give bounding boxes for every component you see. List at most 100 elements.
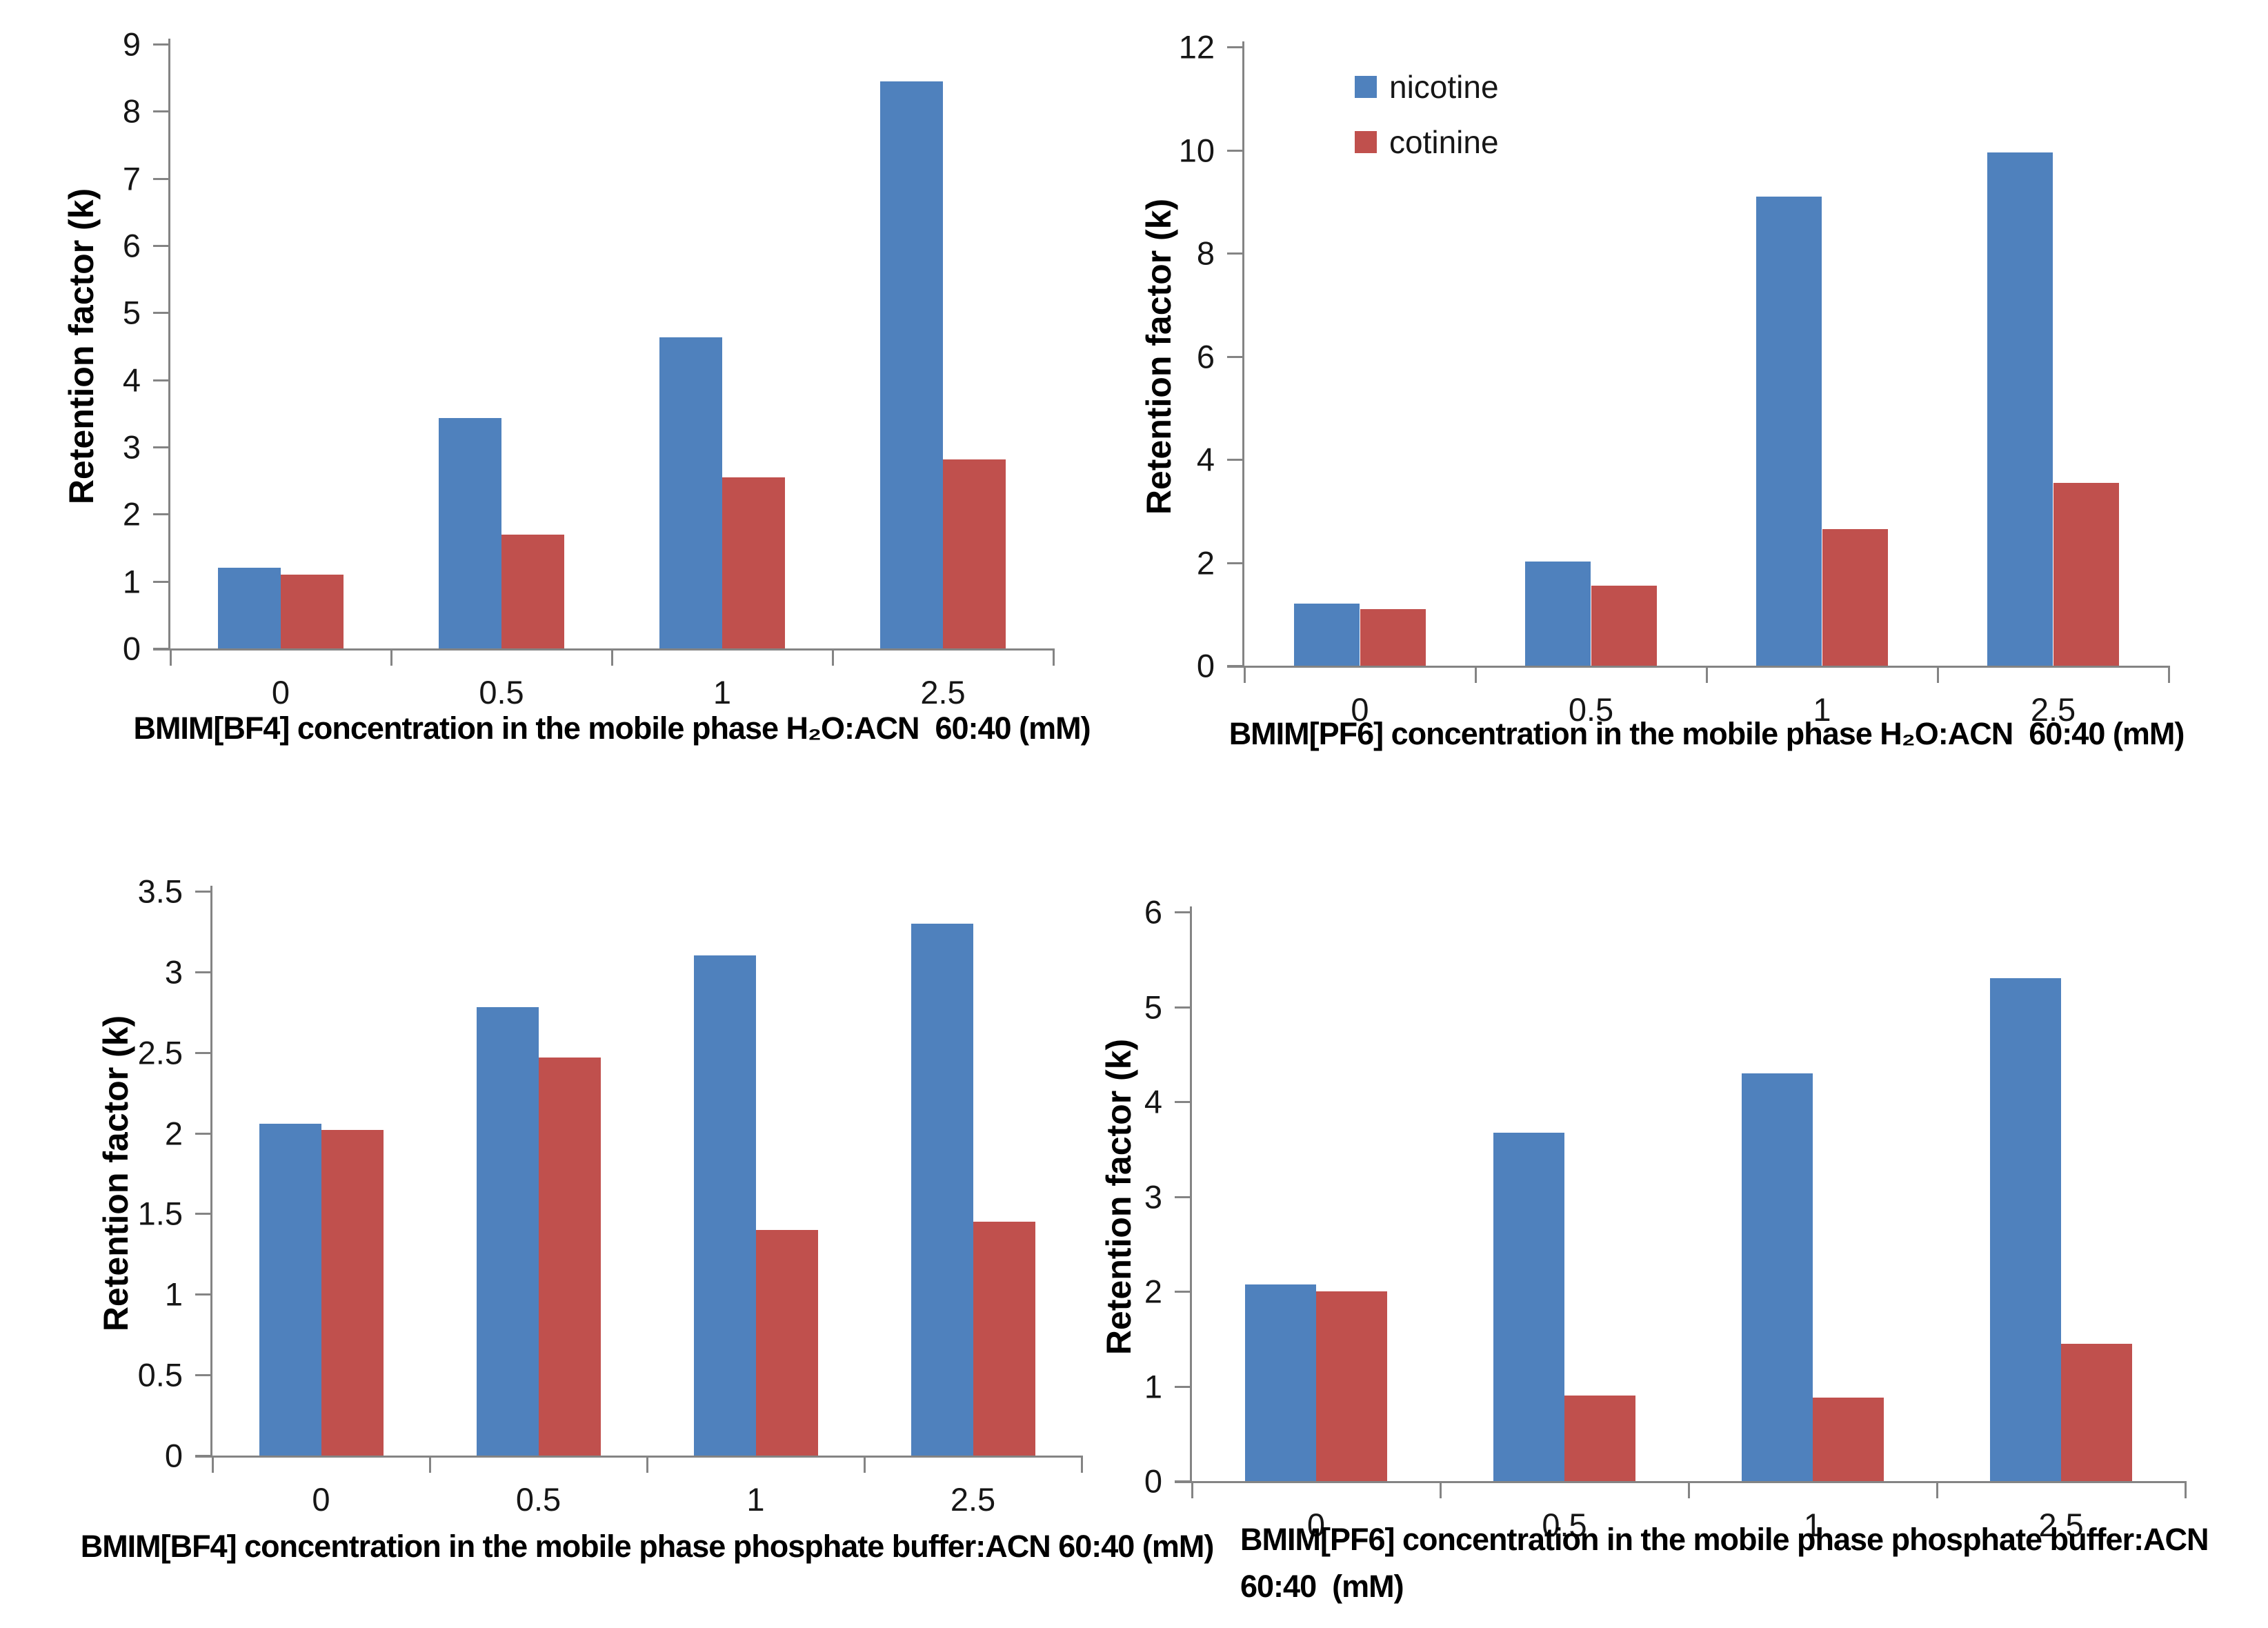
- bar-cotinine-1mM: [722, 477, 786, 648]
- y-tick-label: 2.5: [137, 1034, 183, 1071]
- bar-cotinine-2.5mM: [973, 1222, 1035, 1456]
- chart-panel-pf6-phosphate: Retention factor (k) 0 1 2 3 4 5 6 0 0.5 1 2.5 BMIM[…: [1095, 814, 2268, 1628]
- x-tick-label: 0.5: [515, 1481, 561, 1518]
- y-tick-label: 8: [1196, 235, 1215, 272]
- bar-cotinine-0mM: [321, 1129, 384, 1456]
- y-tick-label: 1.5: [137, 1195, 183, 1232]
- x-axis-title: BMIM[PF6] concentration in the mobile ph…: [1240, 1516, 2209, 1610]
- x-tick-label: 0: [1351, 691, 1369, 728]
- plot-area: 0 1 2 3 4 5 6 7 8 9 0 0.5 1 2.5: [123, 28, 1055, 708]
- y-tick: [1227, 562, 1244, 564]
- x-tick: [1475, 666, 1477, 683]
- bar-nicotine-2.5mM: [911, 923, 973, 1456]
- bar-cotinine-0.5mM: [1564, 1396, 1635, 1481]
- bar-nicotine-1mM: [693, 955, 756, 1456]
- bar-nicotine-1mM: [1742, 1073, 1813, 1481]
- bar-cotinine-1mM: [1813, 1398, 1884, 1481]
- y-tick-label: 0: [1144, 1462, 1162, 1500]
- bar-nicotine-2.5mM: [879, 81, 943, 648]
- x-axis-line: [195, 1456, 1082, 1458]
- y-tick: [153, 648, 170, 650]
- y-tick-label: 3: [164, 953, 183, 991]
- x-axis-line: [153, 648, 1053, 651]
- chart-panel-bf4-phosphate: Retention factor (k) 0 0.5 1 1.5 2 2.5 3 3.5 0 0.5…: [0, 814, 1215, 1628]
- y-tick-label: 0.5: [137, 1356, 183, 1393]
- y-tick: [153, 446, 170, 448]
- x-tick-label: 1: [1803, 1507, 1822, 1543]
- y-tick: [195, 971, 212, 973]
- bar-nicotine-2.5mM: [1990, 978, 2061, 1481]
- x-axis-line: [1227, 666, 2169, 668]
- y-tick-label: 0: [1196, 647, 1215, 684]
- x-tick: [1053, 648, 1055, 666]
- bar-nicotine-0.5mM: [476, 1007, 539, 1456]
- y-tick-label: 0: [122, 630, 141, 667]
- x-tick-label: 2.5: [2030, 691, 2076, 728]
- bar-nicotine-0mM: [259, 1123, 321, 1456]
- x-tick-label: 0: [271, 674, 290, 711]
- y-tick: [153, 312, 170, 315]
- y-tick: [195, 891, 212, 893]
- plot-area: 0 2 4 6 8 10 12 0 0.5 1 2.5 nicotine cotinine: [1179, 31, 2170, 726]
- y-tick: [1175, 1385, 1192, 1388]
- x-tick: [2185, 1481, 2187, 1498]
- legend-swatch-cotinine: [1355, 131, 1377, 153]
- y-tick-label: 6: [1144, 893, 1162, 931]
- x-tick: [170, 648, 172, 666]
- y-tick-label: 4: [1196, 441, 1215, 478]
- y-tick-label: 8: [122, 92, 141, 130]
- x-tick: [646, 1456, 648, 1473]
- bar-cotinine-2.5mM: [2061, 1343, 2132, 1481]
- legend-label: nicotine: [1389, 69, 1499, 105]
- y-tick-label: 3: [1144, 1178, 1162, 1215]
- y-tick-label: 2: [1144, 1273, 1162, 1310]
- y-tick: [195, 1051, 212, 1054]
- bar-nicotine-0mM: [1293, 604, 1360, 666]
- y-tick: [1175, 1101, 1192, 1103]
- bar-cotinine-2.5mM: [943, 459, 1006, 648]
- x-tick: [1688, 1481, 1690, 1498]
- x-axis-title-line: BMIM[PF6] concentration in the mobile ph…: [1240, 1522, 2209, 1557]
- x-tick-label: 0.5: [1542, 1507, 1587, 1543]
- plot-area: 0 1 2 3 4 5 6 0 0.5 1 2.5: [1144, 896, 2187, 1541]
- x-tick-label: 0: [1306, 1507, 1326, 1543]
- y-tick: [153, 379, 170, 381]
- y-axis-line: [1190, 906, 1192, 1481]
- y-tick-label: 6: [122, 227, 141, 264]
- bar-nicotine-0.5mM: [1493, 1133, 1564, 1481]
- y-axis-line: [1242, 41, 1244, 666]
- x-axis-title-line: BMIM[PF6] concentration in the mobile ph…: [1228, 716, 2185, 751]
- x-tick: [2168, 666, 2170, 683]
- y-tick: [195, 1293, 212, 1296]
- y-tick-label: 3: [122, 428, 141, 466]
- y-tick-label: 4: [122, 361, 141, 399]
- x-tick-label: 0.5: [479, 674, 524, 711]
- x-tick: [390, 648, 392, 666]
- x-axis-title-line: BMIM[BF4] concentration in the mobile ph…: [133, 711, 1091, 746]
- y-tick: [153, 513, 170, 516]
- x-tick-label: 1: [713, 674, 732, 711]
- y-tick: [1175, 1006, 1192, 1009]
- x-tick: [1936, 1481, 1938, 1498]
- y-tick-label: 6: [1196, 338, 1215, 375]
- y-tick-label: 7: [122, 160, 141, 197]
- chart-panel-pf6-water: Retention factor (k) 0 2 4 6 8 10 12 0 0.5 1 2.5 nic…: [1134, 0, 2268, 814]
- y-tick: [1175, 1291, 1192, 1293]
- y-tick: [1175, 1480, 1192, 1482]
- bar-cotinine-2.5mM: [2053, 482, 2120, 666]
- y-tick-label: 1: [122, 563, 141, 600]
- bar-cotinine-0.5mM: [1591, 586, 1658, 666]
- x-tick: [864, 1456, 866, 1473]
- y-tick: [195, 1132, 212, 1135]
- legend: nicotine cotinine: [1355, 59, 1499, 170]
- x-tick-label: 2.5: [920, 674, 966, 711]
- bar-cotinine-1mM: [1822, 528, 1889, 666]
- legend-label: cotinine: [1389, 124, 1499, 160]
- bar-nicotine-2.5mM: [1987, 152, 2053, 666]
- x-axis-title-line: BMIM[BF4] concentration in the mobile ph…: [80, 1529, 1215, 1564]
- y-tick-label: 9: [122, 26, 141, 63]
- y-tick-label: 4: [1144, 1083, 1162, 1120]
- x-tick-label: 0: [312, 1481, 330, 1518]
- y-tick-label: 5: [122, 294, 141, 331]
